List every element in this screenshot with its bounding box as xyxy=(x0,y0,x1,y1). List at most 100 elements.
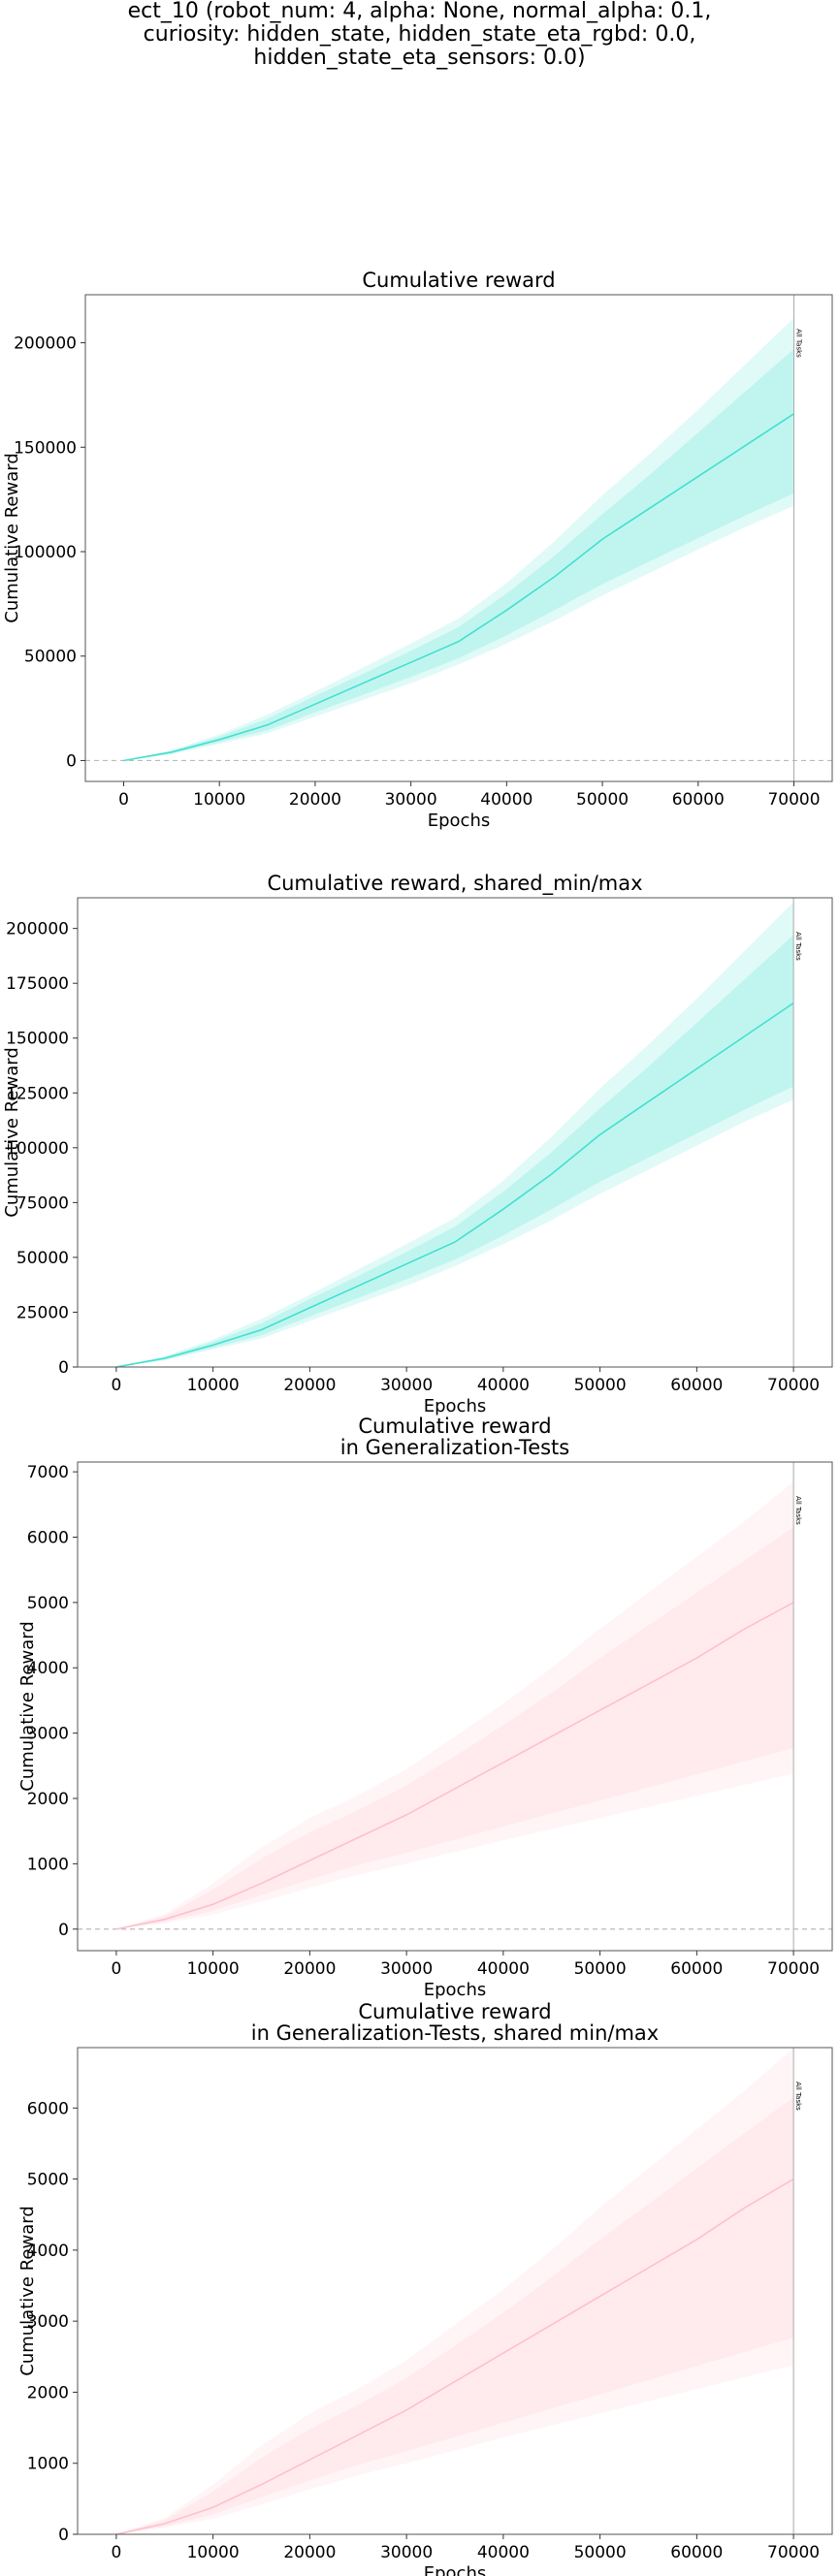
task-vline-label: All Tasks xyxy=(794,1496,802,1525)
x-tick-label: 30000 xyxy=(380,1376,433,1395)
x-tick-label: 30000 xyxy=(380,1959,433,1979)
x-tick-label: 0 xyxy=(111,1959,121,1979)
mean-line xyxy=(115,2178,794,2535)
x-tick-label: 60000 xyxy=(672,790,725,810)
chart-title: in Generalization-Tests, shared min/max xyxy=(251,2021,659,2045)
x-tick-label: 0 xyxy=(111,2543,121,2562)
chart-1: All Tasks 0 10000 20000 30000 40000 50000 60000… xyxy=(2,269,833,831)
x-tick-label: 40000 xyxy=(477,1376,530,1395)
y-tick-label: 200000 xyxy=(6,920,69,939)
y-tick-label: 4000 xyxy=(27,2242,69,2261)
y-tick-label: 50000 xyxy=(24,648,77,667)
y-axis-label: Cumulative Reward xyxy=(2,1047,22,1218)
y-axis-label: Cumulative Reward xyxy=(17,2206,38,2376)
x-tick-label: 20000 xyxy=(283,1376,336,1395)
y-tick-label: 3000 xyxy=(27,2312,69,2332)
inner-range-band xyxy=(115,935,794,1367)
x-tick-label: 50000 xyxy=(574,2543,627,2562)
outer-range-band xyxy=(115,2048,794,2534)
x-tick-label: 10000 xyxy=(193,790,245,810)
x-tick-label: 70000 xyxy=(767,2543,820,2562)
task-vline-label: All Tasks xyxy=(795,329,803,358)
y-tick-label: 1000 xyxy=(27,2455,69,2474)
y-tick-label: 0 xyxy=(58,2526,69,2545)
suptitle-line-2: curiosity: hidden_state, hidden_state_et… xyxy=(143,22,696,47)
x-axis-label: Epochs xyxy=(428,811,491,831)
x-tick-label: 50000 xyxy=(574,1376,627,1395)
x-tick-label: 20000 xyxy=(289,790,341,810)
plot-frame xyxy=(77,2047,833,2535)
mean-line xyxy=(115,1002,794,1368)
mean-line xyxy=(115,1602,794,1930)
y-tick-label: 2000 xyxy=(27,2383,69,2402)
plot-frame xyxy=(77,897,833,1368)
y-tick-label: 7000 xyxy=(27,1463,69,1482)
x-tick-label: 70000 xyxy=(767,1959,820,1979)
chart-2: All Tasks 0 10000 20000 30000 40000 50000 60000… xyxy=(2,872,833,1416)
x-tick-label: 40000 xyxy=(480,790,532,810)
chart-title: Cumulative reward xyxy=(362,269,555,292)
inner-range-band xyxy=(115,1527,794,1929)
y-axis-label: Cumulative Reward xyxy=(17,1621,38,1792)
x-tick-label: 30000 xyxy=(380,2543,433,2562)
x-axis-label: Epochs xyxy=(424,2563,487,2576)
task-vline-label: All Tasks xyxy=(794,932,802,961)
x-tick-label: 10000 xyxy=(187,1959,240,1979)
y-tick-label: 200000 xyxy=(14,334,77,354)
y-tick-label: 5000 xyxy=(27,2171,69,2190)
x-tick-label: 30000 xyxy=(385,790,437,810)
y-tick-label: 4000 xyxy=(27,1659,69,1678)
x-tick-label: 40000 xyxy=(477,1959,530,1979)
chart-title: Cumulative reward, shared_min/max xyxy=(267,872,642,896)
y-tick-label: 6000 xyxy=(27,1528,69,1547)
suptitle-line-3: hidden_state_eta_sensors: 0.0) xyxy=(253,46,586,70)
y-tick-label: 75000 xyxy=(16,1193,69,1213)
x-tick-label: 0 xyxy=(118,790,129,810)
outer-range-band xyxy=(115,902,794,1367)
x-tick-label: 20000 xyxy=(283,2543,336,2562)
x-tick-label: 60000 xyxy=(670,1376,723,1395)
x-axis-label: Epochs xyxy=(424,1396,487,1416)
x-tick-label: 70000 xyxy=(767,1376,820,1395)
y-tick-label: 6000 xyxy=(27,2099,69,2118)
plot-frame xyxy=(77,1461,833,1952)
y-tick-label: 5000 xyxy=(27,1594,69,1613)
outer-range-band xyxy=(123,317,794,761)
x-tick-label: 50000 xyxy=(576,790,629,810)
y-tick-label: 2000 xyxy=(27,1790,69,1809)
y-tick-label: 50000 xyxy=(16,1249,69,1268)
chart-title: Cumulative reward xyxy=(358,2000,551,2023)
y-tick-label: 150000 xyxy=(6,1030,69,1049)
x-tick-label: 40000 xyxy=(477,2543,530,2562)
outer-range-band xyxy=(115,1481,794,1929)
suptitle-line-1: ect_10 (robot_num: 4, alpha: None, norma… xyxy=(127,0,712,23)
x-tick-label: 60000 xyxy=(670,2543,723,2562)
inner-range-band xyxy=(123,349,794,761)
y-tick-label: 0 xyxy=(58,1921,69,1940)
y-tick-label: 100000 xyxy=(14,543,77,562)
x-tick-label: 0 xyxy=(111,1376,121,1395)
chart-title: Cumulative reward xyxy=(358,1415,551,1438)
y-tick-label: 100000 xyxy=(6,1139,69,1159)
plot-frame xyxy=(84,294,833,782)
y-tick-label: 125000 xyxy=(6,1084,69,1103)
x-tick-label: 20000 xyxy=(283,1959,336,1979)
x-tick-label: 50000 xyxy=(574,1959,627,1979)
mean-line xyxy=(123,413,794,762)
x-axis-label: Epochs xyxy=(424,1980,487,2000)
y-tick-label: 175000 xyxy=(6,974,69,994)
y-tick-label: 150000 xyxy=(14,438,77,458)
chart-title: in Generalization-Tests xyxy=(340,1436,569,1459)
x-tick-label: 10000 xyxy=(187,2543,240,2562)
task-vline-label: All Tasks xyxy=(794,2082,802,2111)
x-tick-label: 60000 xyxy=(670,1959,723,1979)
y-tick-label: 0 xyxy=(66,751,77,771)
inner-range-band xyxy=(115,2097,794,2534)
y-tick-label: 25000 xyxy=(16,1303,69,1322)
x-tick-label: 70000 xyxy=(767,790,820,810)
y-tick-label: 1000 xyxy=(27,1855,69,1874)
